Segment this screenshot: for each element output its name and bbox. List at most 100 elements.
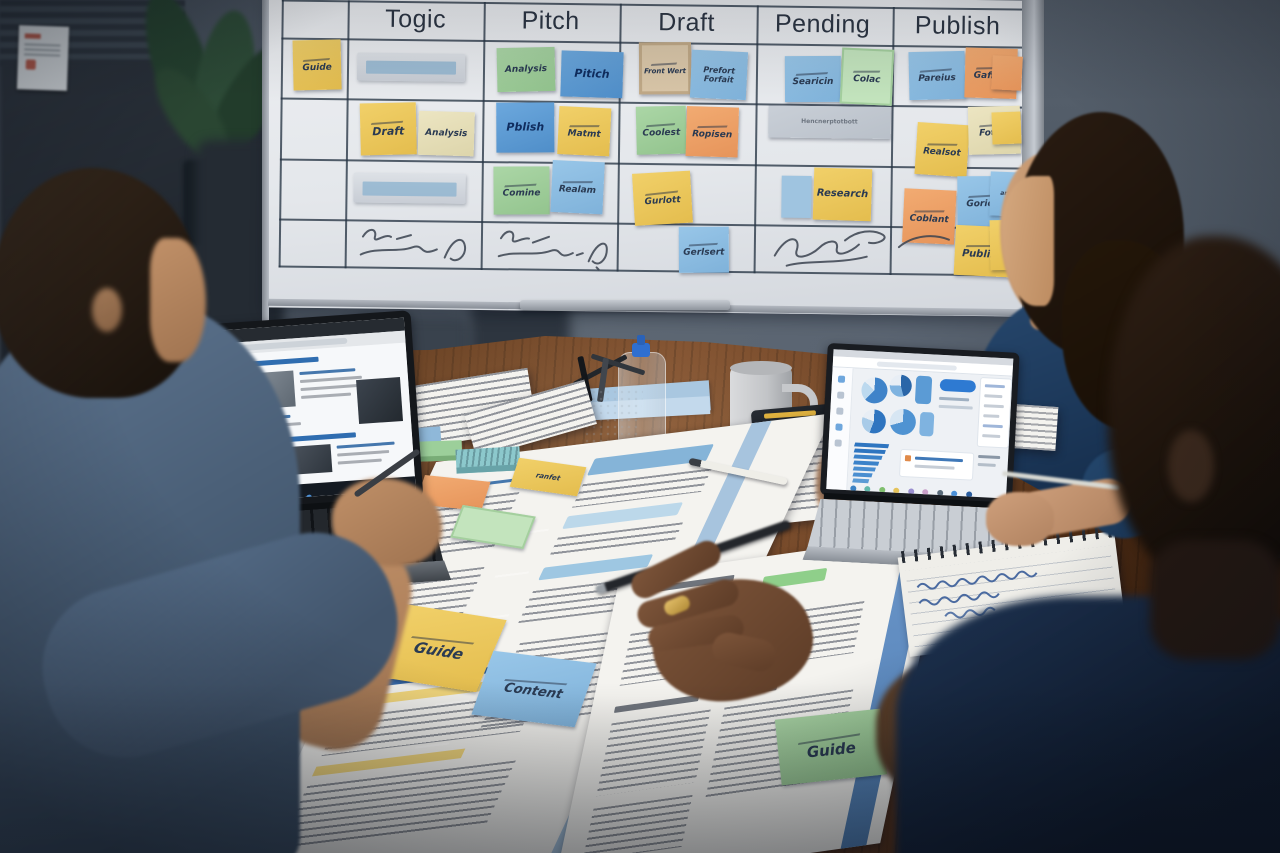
panel-row <box>982 424 1003 429</box>
laptop-screen-bezel <box>819 342 1020 505</box>
sticky-note-label: Realsot <box>922 146 961 160</box>
doc-paragraph <box>596 709 711 797</box>
sticky-note: Colac <box>839 47 895 106</box>
article-line <box>336 441 395 449</box>
stat-line <box>978 454 1001 460</box>
sticky-note: Realsot <box>914 121 970 178</box>
board-grid-line <box>278 265 1024 277</box>
board-grid-line <box>480 1 486 270</box>
sticky-note: Draft <box>359 102 417 156</box>
sticky-note-label: Realam <box>558 184 597 197</box>
blue-square-note <box>781 175 812 219</box>
sticky-note: Prefort Forfait <box>689 49 749 101</box>
list-line <box>914 456 963 463</box>
woman-hand <box>986 492 1054 546</box>
article-line <box>337 458 382 465</box>
stat-line <box>977 462 996 467</box>
sticky-note-label: Pitich <box>574 66 610 81</box>
board-banner-strip <box>353 172 466 204</box>
dock-icon <box>864 486 871 493</box>
sticky-note-label: Analysis <box>424 127 468 139</box>
board-grid-line <box>279 158 1025 170</box>
column-header-topic: Togic <box>385 4 447 34</box>
nav-dot <box>837 375 846 383</box>
sticky-note-label: Gurlott <box>644 195 681 208</box>
funnel-bar <box>853 454 883 460</box>
article-line <box>337 449 390 457</box>
sticky-note-label: Gerlsert <box>683 247 725 259</box>
doc-heading-line <box>613 694 700 713</box>
notice-red-mark <box>24 33 41 39</box>
sticky-note: Pareius <box>908 50 966 101</box>
article-line <box>299 375 362 384</box>
board-banner-strip <box>356 52 466 82</box>
sticky-note: Pblish <box>496 102 555 153</box>
article-line <box>300 383 359 392</box>
searchbar-pill <box>876 361 957 371</box>
dashboard-donut-chart <box>889 374 913 398</box>
nav-dot <box>835 423 843 431</box>
dashboard-card <box>919 411 935 437</box>
funnel-bar <box>854 442 890 449</box>
doc-paragraph <box>582 794 693 853</box>
panel-row <box>984 384 1005 389</box>
sticky-note-label: Content <box>501 680 565 703</box>
sticky-note-label: Prefort Forfait <box>703 64 736 85</box>
sticky-note: Front Wert <box>638 42 692 95</box>
pen-flourish <box>897 235 950 249</box>
sticky-note: Analysis <box>496 46 556 93</box>
sticky-note-label: Colac <box>852 74 881 86</box>
column-header-publish: Publish <box>914 11 1001 41</box>
right-man-neck <box>1150 540 1280 660</box>
sticky-note-label: Pblish <box>506 120 545 134</box>
sticky-note-label: Coolest <box>642 128 681 139</box>
nav-dot <box>836 407 844 415</box>
signature-scribble <box>773 230 886 267</box>
sticky-note: Matmt <box>557 106 612 157</box>
article-line <box>301 392 352 399</box>
sticky-note-label: Comine <box>502 188 541 199</box>
dashboard-line <box>939 396 970 402</box>
list-line <box>914 464 955 470</box>
mug-rim <box>730 361 792 375</box>
dock-icon <box>965 491 972 498</box>
dock-icon <box>907 488 915 495</box>
wall-sticky-note <box>991 55 1023 91</box>
sticky-note: Ropisen <box>685 106 740 158</box>
sticky-note-label: Front Wert <box>644 67 687 76</box>
sticky-note-label: ranfet <box>534 471 562 483</box>
dock-icon <box>879 486 886 494</box>
sticky-note-label: Guide <box>302 62 332 74</box>
dashboard-donut-chart <box>861 408 887 435</box>
funnel-bar <box>853 460 880 466</box>
sticky-note: Research <box>812 167 873 222</box>
sticky-note-label: Research <box>816 187 869 201</box>
desk-sticky-note: Content <box>471 650 597 728</box>
primary-button <box>939 378 977 393</box>
dock-icon <box>850 485 857 492</box>
column-header-pending: Pending <box>774 9 871 39</box>
sticky-note: Pitich <box>560 50 624 99</box>
dashboard-donut-chart <box>889 408 917 436</box>
nav-dot <box>836 391 845 399</box>
app-dock <box>850 478 1000 498</box>
board-grid-line <box>278 0 284 268</box>
notice-red-mark <box>25 59 36 70</box>
column-header-pitch: Pitch <box>521 6 580 36</box>
sticky-note-label: Coblant <box>909 213 949 226</box>
funnel-bar <box>852 466 876 472</box>
kanban-whiteboard: Togic Pitch Draft Pending Publish Guide … <box>264 0 1030 317</box>
board-grid-line <box>616 3 622 272</box>
sticky-note: Guide <box>292 39 342 91</box>
sticky-note-label: Pareius <box>918 73 956 85</box>
sticky-note-label: Hencnerptotbott <box>801 117 858 126</box>
dashboard-card <box>914 375 933 405</box>
signature-scribble <box>359 228 467 262</box>
dashboard-list-card <box>898 448 975 481</box>
sticky-note-label: Ropisen <box>692 129 733 141</box>
left-man-face-edge <box>150 238 206 362</box>
sticky-note-label: Searicin <box>792 77 834 88</box>
laptop-screen <box>826 349 1014 499</box>
banner-bar <box>362 181 457 197</box>
